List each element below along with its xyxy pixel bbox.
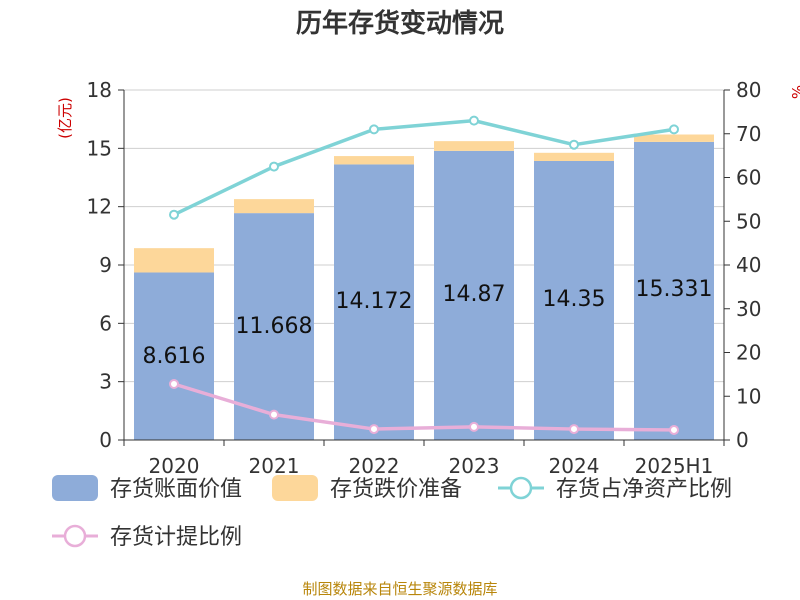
right-tick-label: 70: [736, 122, 761, 146]
line-point: [369, 424, 379, 435]
bar-value-label: 14.172: [336, 289, 413, 314]
footer-source: 制图数据来自恒生聚源数据库: [302, 580, 497, 598]
x-tick-label: 2022: [349, 454, 400, 478]
legend-swatch: [272, 475, 318, 501]
chart-title: 历年存货变动情况: [296, 8, 504, 39]
bar-book-value: [334, 164, 414, 440]
legend-label: 存货计提比例: [110, 525, 242, 550]
line-point: [669, 424, 679, 435]
right-tick-label: 40: [736, 253, 761, 277]
x-tick-label: 2021: [249, 454, 300, 478]
left-axis-unit: (亿元): [56, 97, 74, 139]
legend-label: 存货账面价值: [110, 477, 242, 502]
line-point: [669, 124, 679, 135]
x-tick-label: 2025H1: [635, 454, 714, 478]
left-tick-label: 6: [99, 311, 112, 335]
right-tick-label: 30: [736, 297, 761, 321]
left-tick-label: 3: [99, 370, 112, 394]
line-net-asset-ratio: [173, 118, 675, 217]
x-tick-label: 2020: [149, 454, 200, 478]
line-point: [569, 424, 579, 435]
right-tick-label: 60: [736, 166, 761, 190]
left-tick-label: 0: [99, 428, 112, 452]
bar-provision: [634, 134, 714, 142]
bar-value-labels: 8.616 11.668 14.172 14.87 14.35 15.331: [143, 277, 713, 369]
bar-provision: [234, 199, 314, 214]
bar-provision: [434, 141, 514, 151]
legend-marker: [63, 524, 87, 548]
right-tick-label: 0: [736, 428, 749, 452]
bar-value-label: 14.87: [443, 282, 506, 307]
bar-book-value: [634, 141, 714, 440]
legend-label: 存货占净资产比例: [556, 477, 732, 502]
right-tick-label: 80: [736, 78, 761, 102]
line-point: [369, 124, 379, 135]
bar-value-label: 11.668: [236, 314, 313, 339]
x-tick-label: 2023: [449, 454, 500, 478]
x-tick-label: 2024: [549, 454, 600, 478]
right-tick-label: 20: [736, 341, 761, 365]
bar-book-value: [434, 150, 514, 440]
line-point: [169, 379, 179, 389]
left-tick-label: 15: [87, 136, 112, 160]
bar-book-value: [234, 213, 314, 440]
bar-book-value: [534, 160, 614, 440]
right-axis-unit: %: [789, 85, 800, 99]
lines: [169, 115, 679, 435]
left-tick-label: 12: [87, 195, 112, 219]
bar-value-label: 8.616: [143, 344, 206, 369]
bar-value-label: 14.35: [543, 287, 606, 312]
right-tick-label: 50: [736, 209, 761, 233]
right-tick-label: 10: [736, 384, 761, 408]
bar-value-label: 15.331: [636, 277, 713, 302]
left-tick-label: 18: [87, 78, 112, 102]
grid-lines: [124, 89, 724, 383]
axes: 0 3 6 9 12 15 18 0 10 20 30 40 50 60 70 80 2020 2021 2022 2…: [87, 78, 762, 478]
legend-label: 存货跌价准备: [330, 477, 462, 502]
bar-provision: [334, 156, 414, 165]
line-point: [469, 115, 479, 126]
left-tick-label: 9: [99, 253, 112, 277]
legend-swatch: [52, 475, 98, 501]
line-point: [169, 209, 179, 220]
bar-provision: [534, 152, 614, 161]
legend-marker: [509, 476, 533, 500]
bar-book-value: [134, 272, 214, 440]
line-point: [269, 409, 279, 420]
line-provision-ratio: [173, 382, 675, 432]
bars: [134, 134, 714, 440]
line-point: [469, 421, 479, 432]
line-point: [269, 161, 279, 172]
bar-provision: [134, 248, 214, 273]
line-point: [569, 139, 579, 150]
